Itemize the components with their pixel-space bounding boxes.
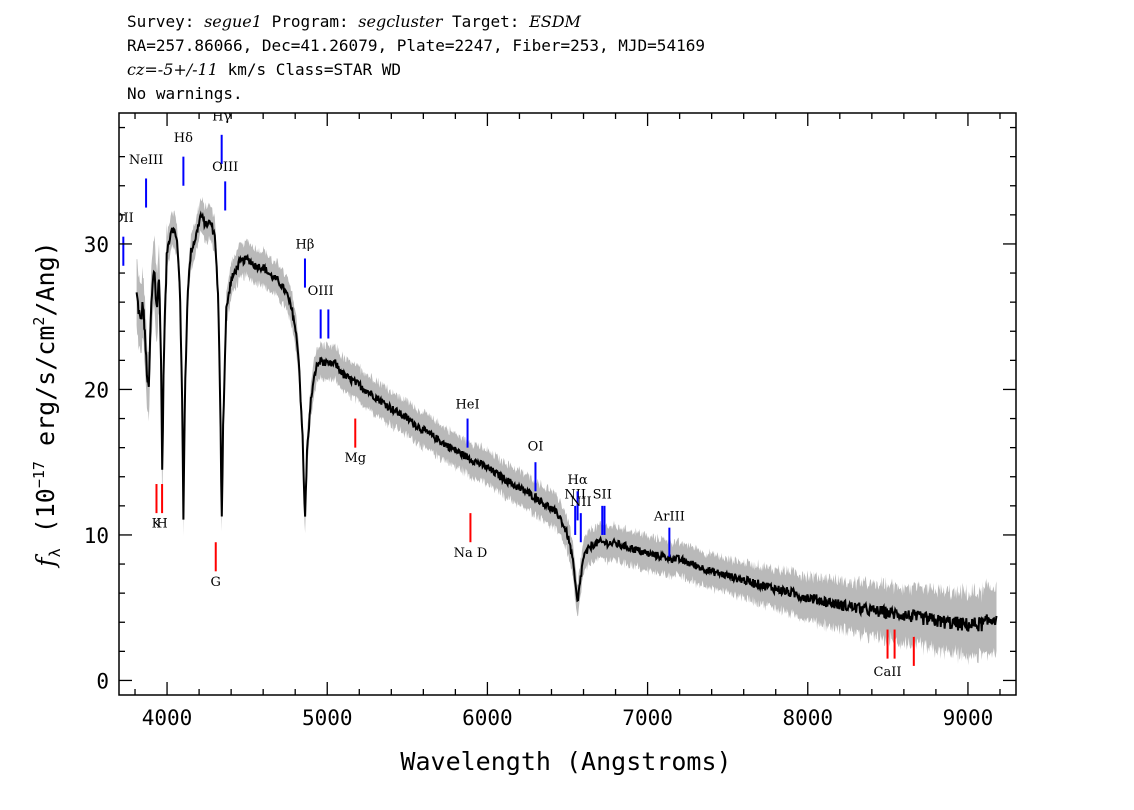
absorption-line-label: Na D: [454, 546, 488, 561]
absorption-line-label: H: [156, 517, 167, 532]
cz-value: -5+/-11: [157, 60, 218, 79]
redshift-line: cz=-5+/-11 km/s Class=STAR WD: [127, 58, 705, 82]
x-tick-label: 7000: [622, 706, 673, 730]
cz-label: cz=: [127, 60, 158, 79]
y-axis-title-pre: (10: [31, 488, 60, 548]
y-axis-title-f: f: [31, 554, 60, 569]
y-axis-title-mid: erg/s/cm: [31, 326, 60, 461]
y-axis-title-post: /Ang): [31, 241, 60, 316]
x-tick-label: 4000: [142, 706, 193, 730]
survey-line: Survey: segue1 Program: segcluster Targe…: [127, 10, 705, 34]
emission-line-label: OIII: [308, 284, 334, 299]
program-label: Program:: [271, 12, 349, 31]
axis-tick-labels: 4000 5000 6000 7000 8000 9000 0 10 20 30: [84, 233, 994, 730]
program-value: segcluster: [358, 12, 443, 31]
emission-line-label: ArIII: [653, 509, 685, 524]
x-tick-label: 6000: [462, 706, 513, 730]
emission-line-label: NII: [570, 495, 592, 510]
emission-line-label: NeIII: [129, 153, 163, 168]
absorption-line-label: Mg: [344, 451, 366, 466]
flux-series-line: [135, 210, 998, 632]
absorption-line-label: K: [152, 517, 162, 532]
y-axis-title-exp: −17: [30, 461, 48, 488]
plot-frame: [118, 112, 1017, 696]
y-tick-label: 20: [84, 378, 109, 402]
spectrum-header: Survey: segue1 Program: segcluster Targe…: [127, 10, 705, 106]
emission-line-label: OI: [528, 440, 544, 455]
emission-line-label: Hγ: [212, 109, 231, 124]
x-tick-label: 5000: [302, 706, 353, 730]
emission-line-label: Hα: [568, 473, 588, 488]
y-tick-label: 10: [84, 524, 109, 548]
emission-line-label: Hδ: [174, 131, 193, 146]
y-axis-title-exp2: 2: [30, 317, 48, 326]
target-value: ESDM: [529, 12, 581, 31]
target-label: Target:: [452, 12, 520, 31]
x-axis-title: Wavelength (Angstroms): [400, 747, 731, 776]
emission-line-label: OIII: [212, 160, 238, 175]
y-tick-label: 0: [96, 669, 109, 693]
x-tick-label: 8000: [782, 706, 833, 730]
absorption-line-label: CaII: [874, 665, 902, 680]
y-axis-title: fλ (10−17 erg/s/cm2/Ang): [30, 241, 64, 568]
survey-label: Survey:: [127, 12, 195, 31]
emission-line-label: SII: [593, 488, 612, 503]
emission-line-label: NII: [564, 488, 586, 503]
emission-line-label: Hβ: [296, 237, 315, 252]
x-tick-label: 9000: [943, 706, 994, 730]
coords-line: RA=257.86066, Dec=41.26079, Plate=2247, …: [127, 36, 705, 55]
y-tick-label: 30: [84, 233, 109, 257]
emission-line-label: HeI: [455, 397, 479, 412]
emission-line-label: OII: [113, 211, 134, 226]
axis-ticks: [119, 113, 1016, 695]
cz-rest: km/s Class=STAR WD: [217, 60, 401, 79]
absorption-line-label: G: [211, 575, 221, 590]
warnings-line: No warnings.: [127, 84, 243, 103]
y-axis-title-sub: λ: [46, 548, 64, 557]
survey-value: segue1: [204, 12, 262, 31]
